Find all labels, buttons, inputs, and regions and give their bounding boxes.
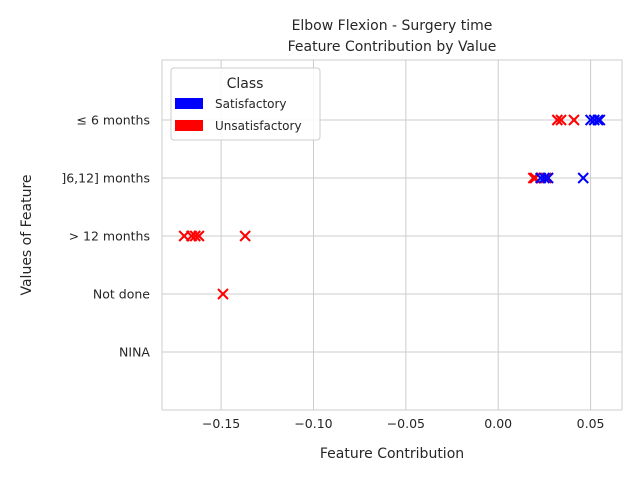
data-point-satisfactory (594, 114, 606, 126)
x-tick-label: −0.05 (387, 416, 425, 431)
legend-swatch-unsatisfactory (175, 120, 203, 131)
y-tick-label: ≤ 6 months (77, 113, 150, 128)
x-tick-label: 0.00 (484, 416, 512, 431)
y-tick-label: ]6,12] months (61, 171, 150, 186)
data-point-unsatisfactory (568, 114, 580, 126)
y-tick-label: Not done (93, 287, 150, 302)
legend: Class Satisfactory Unsatisfactory (170, 67, 321, 141)
data-point-satisfactory (542, 172, 554, 184)
legend-label-satisfactory: Satisfactory (215, 97, 287, 111)
data-point-unsatisfactory (239, 230, 251, 242)
x-tick-label: 0.05 (577, 416, 605, 431)
chart-title: Elbow Flexion - Surgery time (292, 18, 493, 34)
legend-box (170, 67, 321, 141)
x-tick-label: −0.10 (294, 416, 332, 431)
y-axis-ticks: ≤ 6 months ]6,12] months > 12 months Not do… (61, 113, 150, 360)
legend-label-unsatisfactory: Unsatisfactory (215, 119, 302, 133)
data-point-satisfactory (538, 172, 551, 184)
chart-subtitle: Feature Contribution by Value (288, 39, 497, 55)
data-point-satisfactory (592, 114, 604, 126)
data-point-unsatisfactory (189, 230, 201, 242)
x-axis-ticks: −0.15 −0.10 −0.05 0.00 0.05 (202, 416, 605, 431)
data-point-unsatisfactory (193, 230, 205, 242)
data-point-unsatisfactory (217, 288, 229, 300)
y-tick-label: > 12 months (69, 229, 150, 244)
legend-swatch-satisfactory (175, 98, 203, 109)
data-points (178, 114, 606, 300)
data-point-satisfactory (577, 172, 589, 184)
y-axis-label: Values of Feature (19, 174, 35, 295)
legend-title: Class (227, 76, 264, 92)
y-tick-label: NINA (119, 345, 150, 360)
x-tick-label: −0.15 (202, 416, 240, 431)
data-point-unsatisfactory (551, 114, 564, 126)
data-point-unsatisfactory (555, 114, 567, 126)
x-axis-label: Feature Contribution (320, 446, 464, 462)
